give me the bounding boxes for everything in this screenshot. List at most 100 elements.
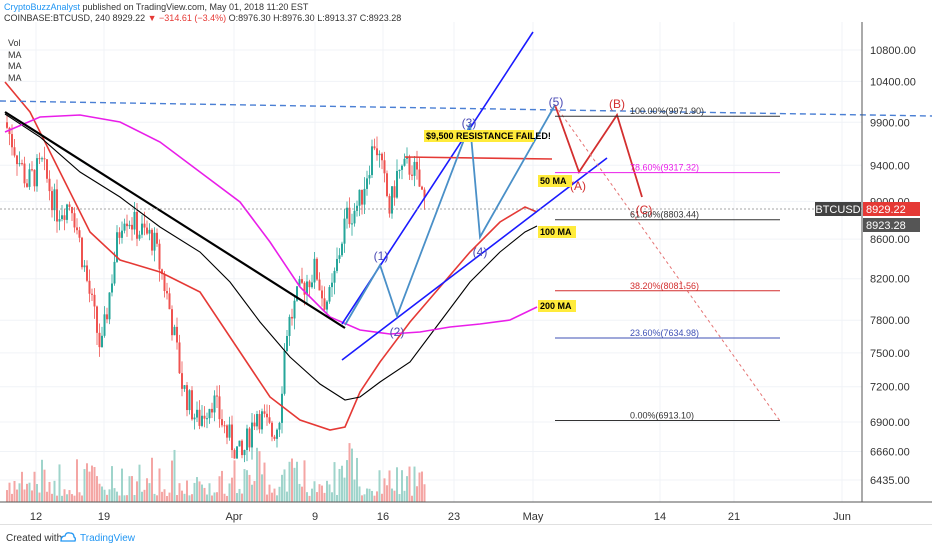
indicator-ma-2[interactable]: MA: [8, 61, 22, 71]
candle-body: [326, 301, 328, 310]
drawings: [0, 31, 932, 422]
volume-bar: [321, 485, 323, 502]
tradingview-brand[interactable]: TradingView: [80, 533, 136, 544]
candle-body: [331, 282, 333, 288]
candle-body: [416, 161, 418, 170]
candle-body: [343, 218, 346, 244]
volume-bar: [218, 476, 221, 502]
volume-bar: [131, 476, 133, 502]
ohlc-values: O:8976.30 H:8976.30 L:8913.37 C:8923.28: [228, 13, 402, 23]
y-tick-label: 9400.00: [870, 160, 910, 172]
volume-bar: [98, 483, 101, 502]
volume-bar: [233, 460, 236, 502]
volume-bar: [391, 488, 393, 502]
candle-body: [98, 332, 101, 348]
candle-body: [378, 153, 381, 156]
ma100-line: [4, 113, 538, 401]
resistance-failed-label: $9,500 RESISTANCE FAILED!: [426, 131, 551, 141]
candle-body: [178, 342, 181, 374]
candle-body: [321, 290, 323, 299]
candle-body: [86, 265, 88, 281]
x-tick-label: 23: [448, 511, 460, 523]
candle-body: [218, 396, 221, 420]
volume-bar: [61, 495, 63, 502]
volume-bar: [336, 494, 338, 502]
volume-bar: [406, 476, 408, 502]
volume-bar: [258, 451, 261, 502]
candle-body: [101, 335, 103, 348]
x-tick-label: 21: [728, 511, 740, 523]
candle-body: [333, 270, 336, 283]
volume-bar: [128, 476, 131, 502]
price-change: −314.61 (−3.4%): [159, 13, 227, 23]
volume-bars: [6, 443, 426, 502]
footer: Created with TradingView: [0, 524, 932, 551]
candle-body: [133, 211, 136, 230]
ma200-label: 200 MA: [540, 301, 572, 311]
volume-bar: [371, 490, 373, 502]
x-tick-label: Apr: [225, 511, 242, 523]
volume-bar: [236, 493, 238, 502]
fib-label: 0.00%(6913.10): [630, 410, 694, 420]
volume-bar: [221, 470, 223, 502]
candle-body: [423, 189, 426, 198]
indicator-ma-1[interactable]: MA: [8, 49, 22, 60]
volume-bar: [353, 479, 356, 502]
author-link[interactable]: CryptoBuzzAnalyst: [4, 2, 81, 12]
volume-bar: [58, 464, 61, 502]
candle-body: [231, 424, 233, 451]
candle-body: [241, 440, 243, 456]
indicator-ma-3[interactable]: MA: [8, 72, 22, 83]
volume-bar: [296, 461, 298, 502]
last-price-tag: 8929.22: [866, 204, 906, 216]
candle-body: [291, 316, 293, 319]
volume-bar: [193, 482, 196, 502]
candle-body: [213, 395, 216, 413]
volume-bar: [278, 486, 281, 502]
wave-label-a: (A): [570, 179, 586, 193]
candle-body: [151, 229, 153, 251]
candle-body: [28, 169, 31, 187]
indicator-vol[interactable]: Vol: [8, 38, 21, 48]
volume-bar: [26, 483, 28, 502]
volume-bar: [36, 484, 38, 502]
close-price-tag-bg: [863, 218, 920, 232]
volume-bar: [308, 495, 311, 502]
volume-bar: [366, 488, 368, 502]
volume-bar: [318, 484, 321, 502]
candle-body: [388, 196, 391, 214]
candle-body: [146, 227, 148, 234]
last-price-tag-bg: [863, 202, 920, 216]
candle-body: [376, 148, 378, 156]
ma100-label-bg: [538, 226, 576, 238]
volume-bar: [81, 495, 83, 502]
volume-bar: [351, 448, 353, 502]
volume-bar: [268, 484, 271, 502]
candle-body: [188, 390, 191, 411]
candle-body: [148, 229, 151, 234]
candle-body: [31, 169, 33, 171]
volume-bar: [148, 483, 151, 502]
volume-bar: [191, 494, 193, 502]
volume-bar: [158, 468, 161, 502]
y-tick-label: 8200.00: [870, 274, 910, 286]
price-chart[interactable]: 100.00%(9971.90) 78.60%(9317.32) 61.80%(88…: [0, 22, 932, 524]
volume-bar: [153, 493, 156, 502]
candle-body: [83, 265, 86, 268]
candle-body: [243, 449, 246, 456]
candle-body: [156, 232, 158, 244]
candle-body: [106, 314, 108, 320]
candle-body: [121, 230, 123, 238]
volume-bar: [293, 467, 296, 502]
candle-body: [286, 335, 288, 351]
candle-body: [196, 409, 198, 418]
volume-bar: [141, 491, 143, 502]
volume-bar: [71, 494, 73, 502]
candle-body: [221, 419, 223, 426]
volume-bar: [226, 495, 228, 502]
volume-bar: [213, 492, 216, 502]
ma200-label-bg: [538, 300, 576, 312]
candle-body: [158, 243, 161, 270]
candle-body: [143, 223, 146, 228]
volume-bar: [243, 469, 246, 502]
